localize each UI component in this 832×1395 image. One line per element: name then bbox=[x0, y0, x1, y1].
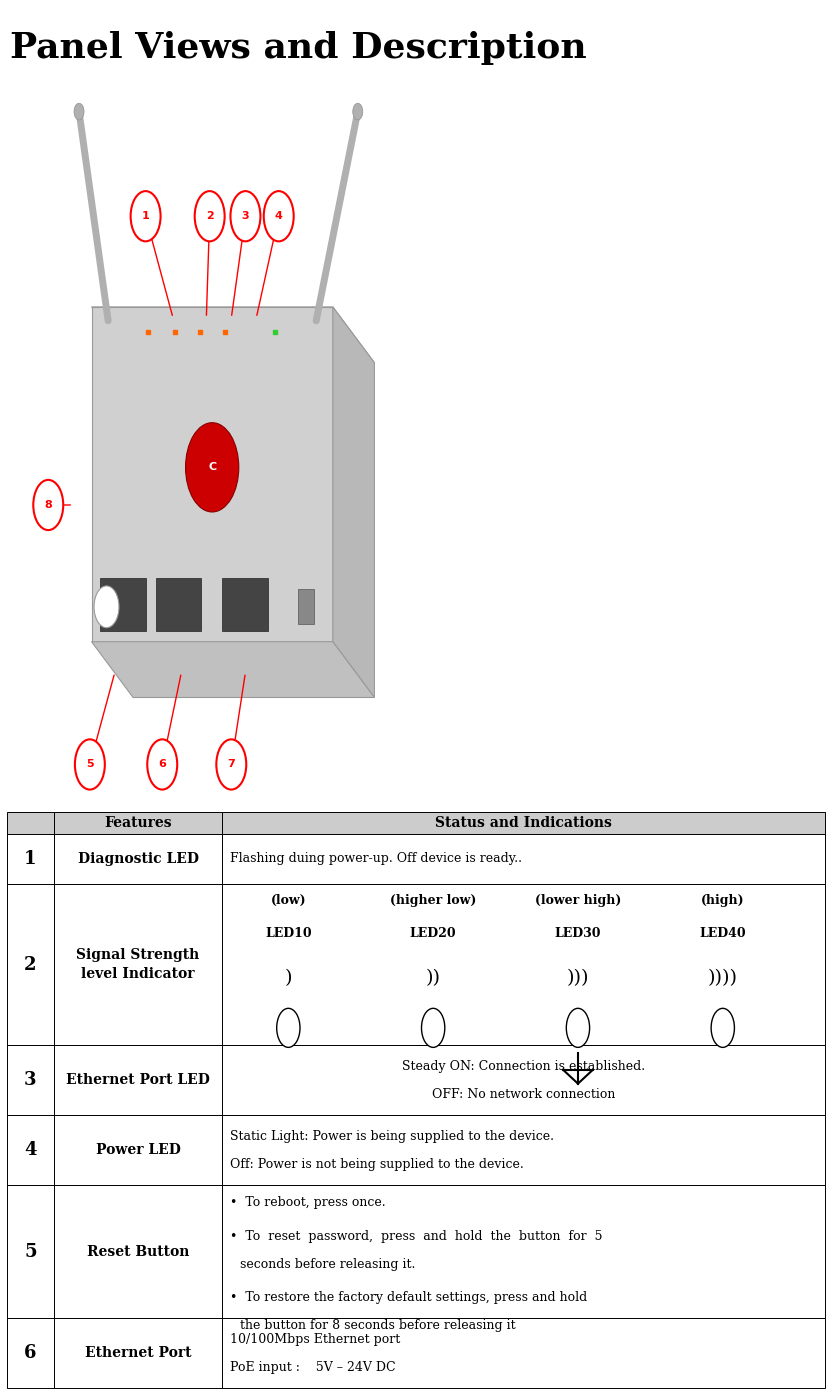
FancyBboxPatch shape bbox=[7, 1045, 54, 1115]
Text: 8: 8 bbox=[44, 499, 52, 511]
Text: ): ) bbox=[285, 970, 292, 988]
Circle shape bbox=[567, 1009, 590, 1048]
Text: )): )) bbox=[426, 970, 441, 988]
Text: Status and Indications: Status and Indications bbox=[435, 816, 612, 830]
Polygon shape bbox=[92, 307, 374, 363]
FancyBboxPatch shape bbox=[298, 589, 314, 624]
Text: the button for 8 seconds before releasing it: the button for 8 seconds before releasin… bbox=[240, 1320, 516, 1332]
FancyBboxPatch shape bbox=[7, 1115, 54, 1186]
FancyBboxPatch shape bbox=[222, 884, 825, 1045]
Circle shape bbox=[33, 480, 63, 530]
Text: 4: 4 bbox=[275, 211, 283, 222]
Text: Ethernet Port LED: Ethernet Port LED bbox=[66, 1073, 210, 1087]
Text: 2: 2 bbox=[206, 211, 214, 222]
Text: )))): )))) bbox=[708, 970, 738, 988]
FancyBboxPatch shape bbox=[222, 1186, 825, 1318]
Polygon shape bbox=[92, 642, 374, 698]
Circle shape bbox=[711, 1009, 735, 1048]
FancyBboxPatch shape bbox=[54, 1318, 222, 1388]
Text: 6: 6 bbox=[158, 759, 166, 770]
FancyBboxPatch shape bbox=[54, 812, 222, 834]
Text: (lower high): (lower high) bbox=[535, 894, 622, 907]
Text: (low): (low) bbox=[270, 894, 306, 907]
Circle shape bbox=[195, 191, 225, 241]
Text: 1: 1 bbox=[141, 211, 150, 222]
Circle shape bbox=[353, 103, 363, 120]
Circle shape bbox=[94, 586, 119, 628]
Text: seconds before releasing it.: seconds before releasing it. bbox=[240, 1258, 416, 1271]
FancyBboxPatch shape bbox=[222, 1045, 825, 1115]
FancyBboxPatch shape bbox=[7, 1186, 54, 1318]
Text: LED20: LED20 bbox=[410, 928, 457, 940]
FancyBboxPatch shape bbox=[222, 1115, 825, 1186]
FancyBboxPatch shape bbox=[7, 812, 54, 834]
Polygon shape bbox=[92, 307, 333, 642]
Text: PoE input :    5V – 24V DC: PoE input : 5V – 24V DC bbox=[230, 1360, 396, 1374]
Text: Off: Power is not being supplied to the device.: Off: Power is not being supplied to the … bbox=[230, 1158, 524, 1170]
Circle shape bbox=[186, 423, 239, 512]
Text: 5: 5 bbox=[86, 759, 94, 770]
Text: (high): (high) bbox=[701, 894, 745, 907]
Text: 4: 4 bbox=[24, 1141, 37, 1159]
Text: Steady ON: Connection is established.: Steady ON: Connection is established. bbox=[402, 1060, 646, 1073]
FancyBboxPatch shape bbox=[222, 834, 825, 884]
Circle shape bbox=[277, 1009, 300, 1048]
FancyBboxPatch shape bbox=[222, 578, 268, 631]
FancyBboxPatch shape bbox=[7, 1318, 54, 1388]
FancyBboxPatch shape bbox=[54, 1045, 222, 1115]
Circle shape bbox=[422, 1009, 445, 1048]
Text: Power LED: Power LED bbox=[96, 1143, 181, 1156]
Text: Flashing duing power-up. Off device is ready..: Flashing duing power-up. Off device is r… bbox=[230, 852, 522, 865]
Circle shape bbox=[216, 739, 246, 790]
Text: LED10: LED10 bbox=[265, 928, 312, 940]
Circle shape bbox=[230, 191, 260, 241]
Text: LED40: LED40 bbox=[700, 928, 746, 940]
Text: 3: 3 bbox=[241, 211, 250, 222]
Text: C: C bbox=[208, 462, 216, 473]
Text: 5: 5 bbox=[24, 1243, 37, 1261]
FancyBboxPatch shape bbox=[7, 884, 54, 1045]
FancyBboxPatch shape bbox=[54, 1115, 222, 1186]
Text: 3: 3 bbox=[24, 1071, 37, 1089]
Circle shape bbox=[75, 739, 105, 790]
Text: •  To reboot, press once.: • To reboot, press once. bbox=[230, 1197, 386, 1209]
Text: 7: 7 bbox=[227, 759, 235, 770]
FancyBboxPatch shape bbox=[54, 1186, 222, 1318]
Text: •  To  reset  password,  press  and  hold  the  button  for  5: • To reset password, press and hold the … bbox=[230, 1230, 603, 1243]
FancyBboxPatch shape bbox=[7, 834, 54, 884]
Text: Panel Views and Description: Panel Views and Description bbox=[10, 31, 587, 64]
Text: OFF: No network connection: OFF: No network connection bbox=[432, 1088, 616, 1101]
Text: •  To restore the factory default settings, press and hold: • To restore the factory default setting… bbox=[230, 1292, 587, 1304]
FancyBboxPatch shape bbox=[222, 1318, 825, 1388]
Circle shape bbox=[74, 103, 84, 120]
Polygon shape bbox=[333, 307, 374, 698]
Text: ))): ))) bbox=[567, 970, 589, 988]
Text: Diagnostic LED: Diagnostic LED bbox=[77, 852, 199, 866]
Text: LED30: LED30 bbox=[555, 928, 602, 940]
Circle shape bbox=[147, 739, 177, 790]
Circle shape bbox=[131, 191, 161, 241]
FancyBboxPatch shape bbox=[100, 578, 146, 631]
Text: (higher low): (higher low) bbox=[390, 894, 477, 907]
Circle shape bbox=[264, 191, 294, 241]
Text: Reset Button: Reset Button bbox=[87, 1244, 189, 1258]
Text: 2: 2 bbox=[24, 956, 37, 974]
Text: Static Light: Power is being supplied to the device.: Static Light: Power is being supplied to… bbox=[230, 1130, 554, 1143]
Text: 1: 1 bbox=[24, 850, 37, 868]
FancyBboxPatch shape bbox=[156, 578, 201, 631]
Text: Features: Features bbox=[104, 816, 172, 830]
Text: Ethernet Port: Ethernet Port bbox=[85, 1346, 191, 1360]
FancyBboxPatch shape bbox=[222, 812, 825, 834]
Text: 6: 6 bbox=[24, 1343, 37, 1362]
Text: Signal Strength
level Indicator: Signal Strength level Indicator bbox=[77, 949, 200, 981]
FancyBboxPatch shape bbox=[54, 834, 222, 884]
Text: 10/100Mbps Ethernet port: 10/100Mbps Ethernet port bbox=[230, 1332, 400, 1346]
FancyBboxPatch shape bbox=[54, 884, 222, 1045]
